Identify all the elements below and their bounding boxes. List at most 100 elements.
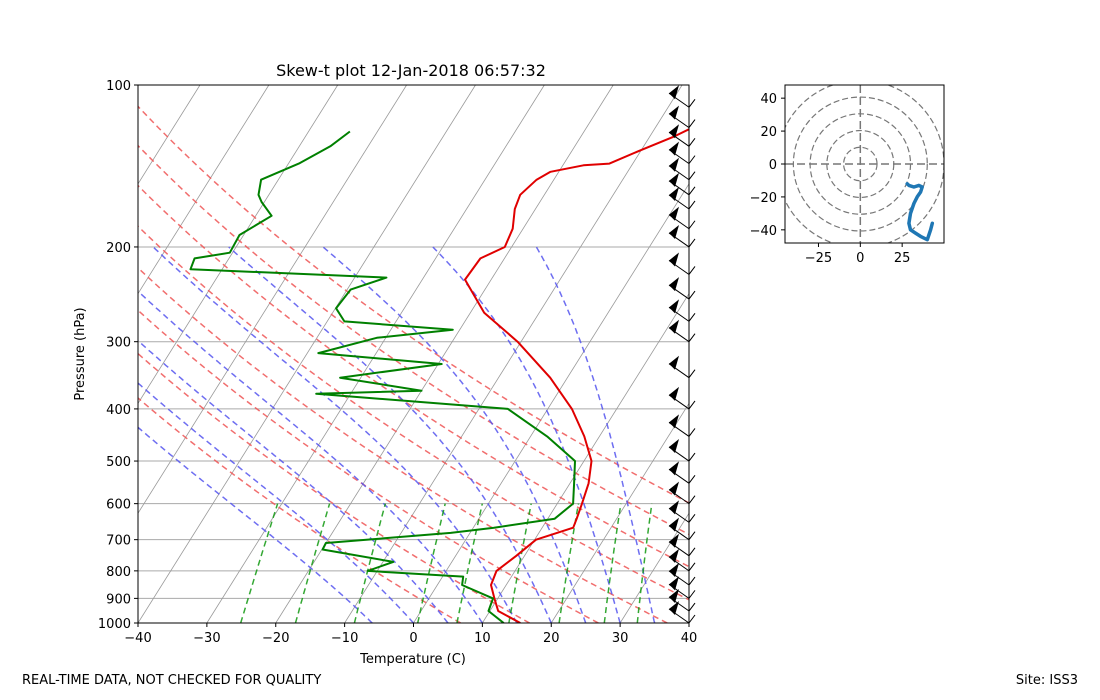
wind-barb (668, 517, 696, 541)
wind-barb-flag (669, 563, 679, 578)
hodograph-axes: −25 0 25 40 20 0 −20 −40 (750, 84, 945, 266)
wind-barb (668, 533, 696, 557)
isotherm-line (688, 622, 689, 623)
wind-barb (668, 124, 696, 147)
dry-adiabat (138, 309, 599, 623)
hodograph-ring (842, 146, 878, 182)
wind-barb-flag (669, 414, 679, 429)
wind-barb (668, 461, 696, 484)
isotherm-line (275, 85, 614, 623)
wind-barb-flag (669, 461, 679, 476)
wind-barb-flag (669, 517, 679, 532)
wind-barb-feather (688, 614, 696, 624)
wind-barb-flag (669, 224, 679, 239)
x-tick-label: 40 (681, 631, 698, 646)
wind-barb (668, 548, 696, 572)
moist-adiabat (152, 246, 518, 623)
wind-barb-flag (669, 299, 679, 314)
moist-adiabat (228, 246, 552, 623)
wind-barb (668, 576, 696, 599)
site-label: Site: ISS3 (1015, 673, 1078, 688)
hodo-x-tick-label: −25 (805, 251, 832, 266)
hodo-y-tick-label: −40 (750, 224, 777, 239)
skewt-frame (137, 84, 690, 624)
wind-barb (668, 105, 696, 129)
wind-barb (668, 355, 696, 379)
wind-barb (668, 481, 696, 505)
x-tick-label: −30 (193, 631, 220, 646)
x-tick-label: 30 (612, 631, 629, 646)
isotherm-line (482, 292, 689, 623)
wind-barb (668, 252, 696, 275)
skewt-grid (138, 85, 689, 623)
wind-barb-flag (669, 206, 679, 221)
isotherm-line (413, 183, 689, 623)
wind-barb-feather (688, 186, 696, 196)
wind-barb-feather (688, 200, 696, 210)
hodo-y-tick-label: 20 (760, 125, 777, 140)
isotherm-line (138, 85, 407, 514)
mixing-ratio-line (239, 503, 279, 623)
moist-adiabat (138, 290, 484, 623)
wind-barb (668, 277, 696, 300)
isotherm-line (138, 85, 339, 405)
x-tick-label: −40 (124, 631, 151, 646)
wind-barb-feather (688, 369, 696, 379)
dry-adiabat (138, 144, 689, 536)
wind-barb (668, 224, 696, 248)
moist-adiabat (322, 246, 587, 623)
wind-barb-feather (688, 400, 696, 410)
hodograph-grid (785, 85, 944, 243)
wind-barb (668, 157, 696, 181)
mixing-ratio-line (416, 503, 446, 623)
skewt-axes: −40 −30 −20 −10 0 10 20 30 40 1000 900 800 700 600 500… (98, 79, 697, 646)
mixing-ratio-line (558, 503, 580, 623)
wind-barb (668, 563, 696, 586)
moist-adiabat (138, 426, 373, 623)
wind-barb-feather (688, 531, 696, 540)
wind-barb-flag (669, 277, 679, 292)
wind-barb-flag (669, 576, 679, 591)
dry-adiabat (138, 266, 668, 623)
wind-barb-feather (688, 576, 696, 586)
wind-barb-flag (669, 386, 679, 401)
wind-barb-flag (669, 157, 679, 172)
isotherm-line (138, 85, 476, 623)
wind-barb-feather (688, 590, 696, 599)
hodo-y-tick-label: −20 (750, 191, 777, 206)
mixing-ratio-line (456, 503, 484, 623)
y-tick-label: 800 (106, 565, 131, 580)
dry-adiabat (138, 225, 689, 601)
wind-barb-flag (669, 85, 679, 100)
y-tick-label: 700 (106, 534, 131, 549)
wind-barb (668, 414, 696, 437)
x-tick-label: 0 (409, 631, 417, 646)
x-axis-label: Temperature (C) (359, 652, 466, 667)
wind-barb (668, 500, 696, 523)
wind-barb-feather (688, 98, 696, 108)
wind-barb-feather (688, 155, 696, 164)
wind-barb-feather (688, 138, 696, 147)
isotherm-line (619, 512, 689, 623)
wind-barb-flag (669, 481, 679, 496)
wind-barb-flag (669, 500, 679, 515)
wind-barb-flag (669, 548, 679, 563)
wind-barb-feather (688, 428, 696, 437)
wind-barb-feather (688, 495, 696, 504)
wind-barb-feather (688, 602, 696, 612)
dry-adiabat (138, 397, 462, 623)
wind-barb (668, 601, 696, 624)
x-tick-label: −10 (331, 631, 358, 646)
y-tick-label: 300 (106, 336, 131, 351)
dewpoint-profile (189, 130, 576, 623)
isotherm-line (550, 402, 689, 623)
dry-adiabat (138, 184, 689, 568)
skewt-data (189, 128, 689, 623)
wind-barb-flag (669, 105, 679, 120)
wind-barb-flag (669, 124, 679, 139)
wind-barb-flag (669, 172, 679, 187)
wind-barb-feather (688, 514, 696, 523)
wind-barb (668, 206, 696, 230)
isotherm-line (138, 85, 201, 185)
